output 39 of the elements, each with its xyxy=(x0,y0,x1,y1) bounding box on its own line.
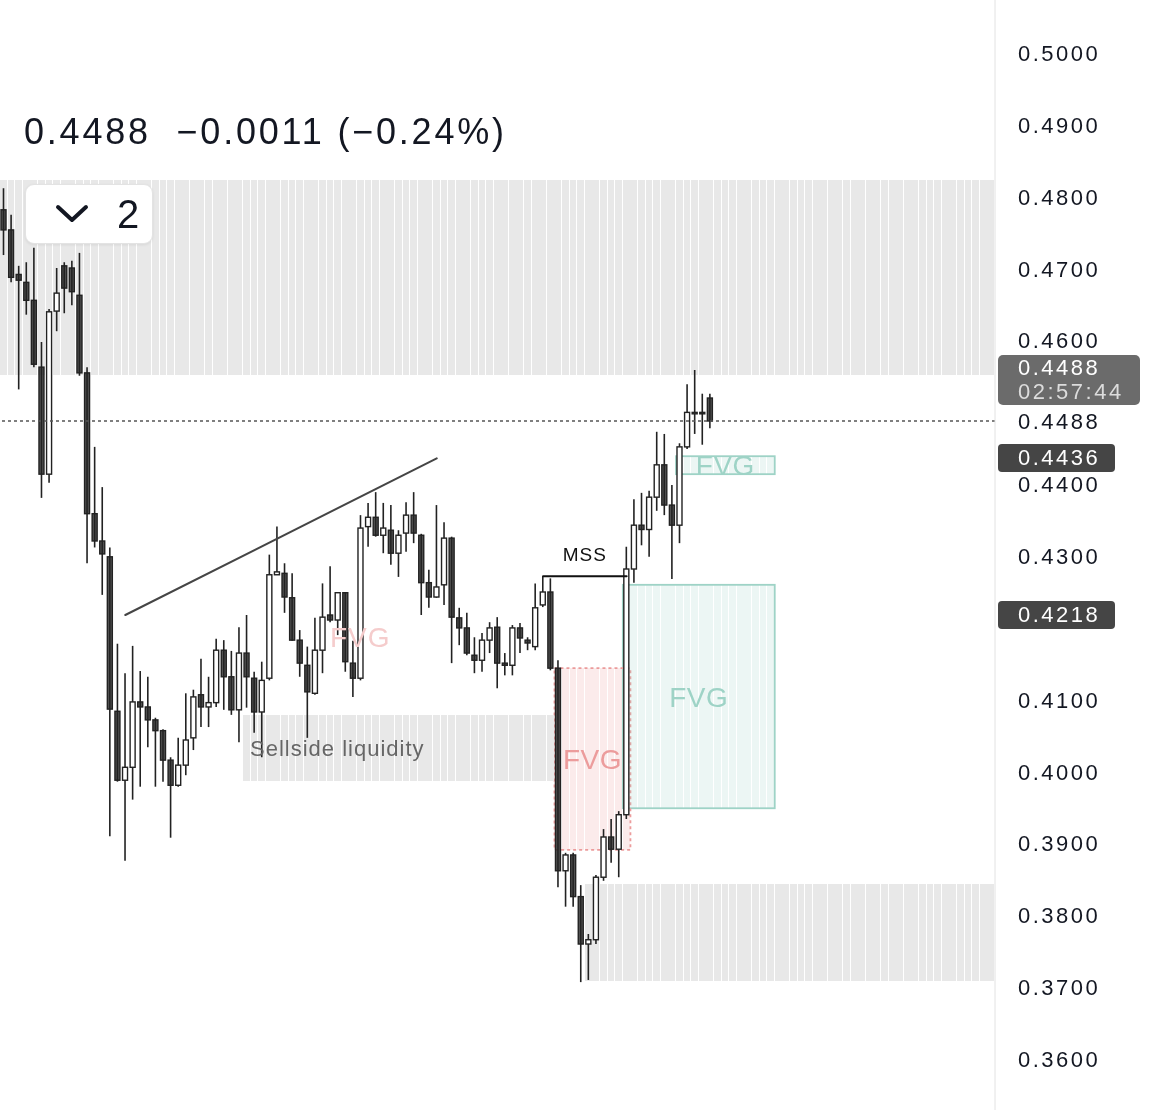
y-tick-label: 0.3900 xyxy=(1018,831,1101,857)
annotation: 2 xyxy=(117,192,140,236)
y-tick-label: 0.3800 xyxy=(1018,903,1101,929)
y-tick-label: 0.4000 xyxy=(1018,759,1101,785)
y-tick-label: 0.4100 xyxy=(1018,687,1101,713)
candlestick xyxy=(68,260,76,307)
bar xyxy=(660,584,668,809)
bar xyxy=(653,584,661,809)
collapse-button: 2 xyxy=(25,184,153,244)
bar xyxy=(736,584,744,809)
series-label: MSS xyxy=(562,544,607,566)
bar xyxy=(744,584,752,809)
y-tick-label: 0.4300 xyxy=(1018,544,1101,569)
candlestick xyxy=(706,392,714,429)
y-tick-label: 0.4700 xyxy=(1018,256,1101,282)
bar xyxy=(767,456,774,475)
price-tag: 0.4218 xyxy=(998,601,1115,629)
y-tick-label: 0.4900 xyxy=(1018,112,1101,138)
price-tag: 0.4488 02:57:44 xyxy=(998,355,1140,405)
y-tick-label: 0.4800 xyxy=(1018,184,1101,210)
bar xyxy=(751,584,759,809)
y-tick-label: 0.3700 xyxy=(1018,975,1101,1001)
bar xyxy=(638,584,645,809)
y-tick-label: 0.4400 xyxy=(1018,472,1101,498)
bar xyxy=(691,456,699,475)
ref-line-label: 0.4488 xyxy=(1018,408,1101,434)
bar xyxy=(751,456,759,475)
candlestick xyxy=(296,629,303,678)
bar xyxy=(729,584,736,809)
bar xyxy=(767,584,774,809)
candlestick xyxy=(61,261,68,315)
y-tick-label: 0.3600 xyxy=(1018,1046,1101,1072)
price-tag: 0.4436 xyxy=(998,444,1115,473)
y-tick-label: 0.5000 xyxy=(1018,41,1101,67)
y-tick-label: 0.4600 xyxy=(1018,328,1101,354)
text: 0.4488 −0.0011 (−0.24%) xyxy=(24,110,507,154)
series-label: FVG xyxy=(562,744,622,776)
series-label: FVG xyxy=(669,681,729,713)
candlestick xyxy=(23,261,30,316)
